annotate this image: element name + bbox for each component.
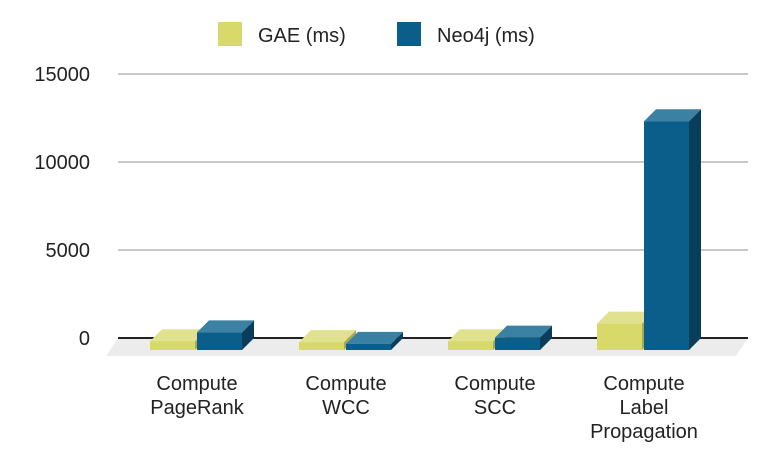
bar-neo4j: [197, 320, 254, 350]
x-tick-label: WCC: [322, 397, 370, 419]
x-tick-label: SCC: [474, 397, 516, 419]
legend-swatch: [218, 22, 242, 46]
bar-neo4j: [346, 331, 403, 350]
bar-front: [299, 342, 344, 350]
bar-front: [346, 343, 391, 350]
legend-label: Neo4j (ms): [437, 25, 535, 47]
x-tick-label: Compute: [603, 373, 684, 395]
bar-front: [150, 341, 195, 350]
bar-front: [448, 341, 493, 350]
bar-neo4j: [495, 325, 552, 350]
y-tick-label: 15000: [34, 64, 90, 86]
y-tick-label: 10000: [34, 152, 90, 174]
legend-swatch: [397, 22, 421, 46]
bar-side: [540, 325, 552, 350]
x-tick-label: Label: [620, 397, 669, 419]
bar-side: [689, 109, 701, 350]
bar-top: [597, 311, 654, 324]
x-tick-label: Compute: [156, 373, 237, 395]
y-tick-label: 0: [79, 328, 90, 350]
bar-side: [242, 320, 254, 350]
bar-top: [197, 320, 254, 333]
x-tick-label: Compute: [454, 373, 535, 395]
bar-front: [597, 323, 642, 350]
bar-front: [197, 332, 242, 350]
x-tick-label: Propagation: [590, 421, 698, 443]
x-tick-label: PageRank: [150, 397, 244, 419]
bar-top: [448, 329, 505, 342]
bar-side: [391, 331, 403, 350]
bar-top: [495, 325, 552, 338]
legend-label: GAE (ms): [258, 25, 346, 47]
bar-top: [644, 109, 701, 122]
floor: [106, 338, 748, 356]
bar-front: [644, 121, 689, 350]
y-tick-label: 5000: [46, 240, 91, 262]
bar-front: [495, 337, 540, 350]
x-tick-label: Compute: [305, 373, 386, 395]
bar-top: [346, 331, 403, 344]
bar-top: [299, 330, 356, 343]
bar-neo4j: [644, 109, 701, 350]
bar-top: [150, 329, 207, 342]
